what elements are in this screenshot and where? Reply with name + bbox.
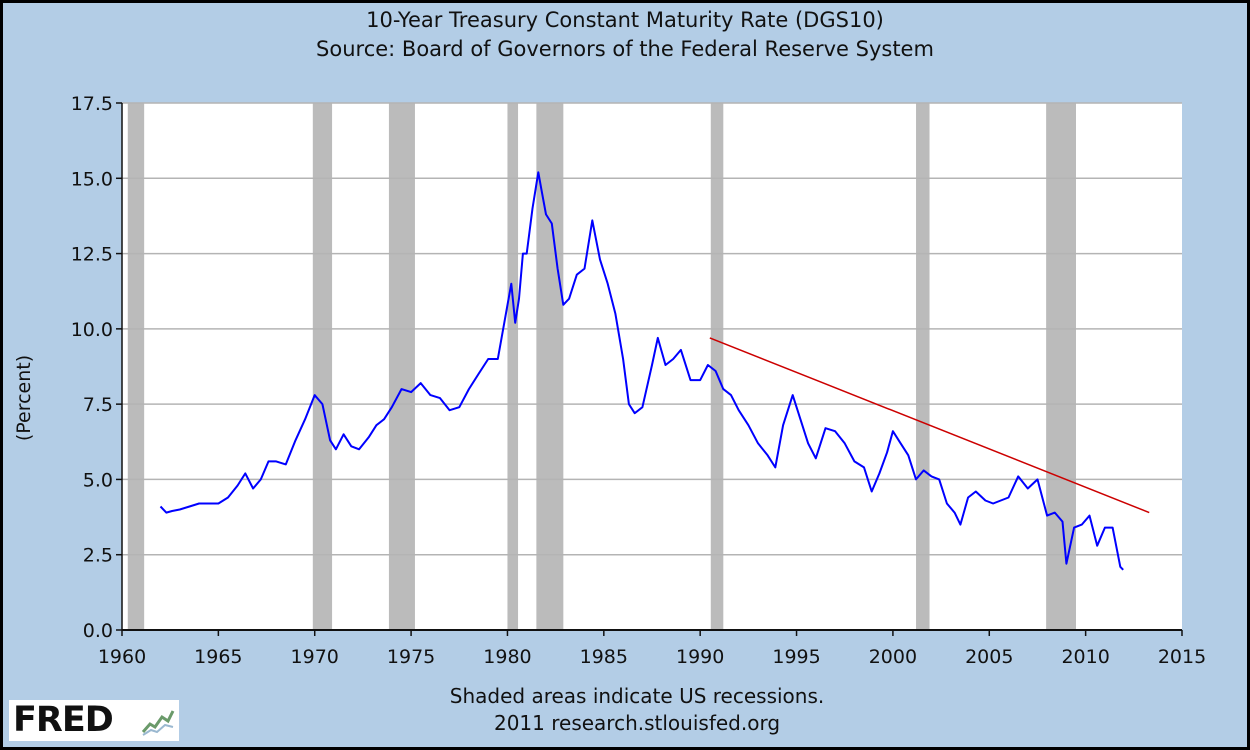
recession-band (507, 103, 519, 630)
trend-line (709, 337, 1150, 514)
x-tick-label: 1960 (98, 646, 146, 668)
recession-band (916, 103, 930, 630)
x-tick-label: 1995 (772, 646, 820, 668)
y-tick-label: 12.5 (71, 244, 113, 266)
x-tick-label: 1975 (387, 646, 435, 668)
x-tick-label: 1990 (676, 646, 724, 668)
y-tick-label: 10.0 (71, 319, 113, 341)
recession-band (1046, 103, 1076, 630)
source-url-note: 2011 research.stlouisfed.org (493, 711, 781, 735)
fred-chart-icon (141, 710, 175, 736)
recession-band (710, 103, 724, 630)
y-tick-label: 7.5 (83, 394, 113, 416)
x-tick-label: 2000 (869, 646, 917, 668)
recession-band (388, 103, 415, 630)
y-tick-label: 0.0 (83, 620, 113, 642)
x-tick-label: 2010 (1061, 646, 1109, 668)
recession-band (127, 103, 145, 630)
x-tick-label: 2015 (1158, 646, 1206, 668)
x-tick-label: 1970 (291, 646, 339, 668)
y-tick-label: 2.5 (83, 545, 113, 567)
recession-band (312, 103, 333, 630)
chart-subtitle: Source: Board of Governors of the Federa… (316, 37, 934, 61)
x-tick-label: 1985 (580, 646, 628, 668)
recession-note: Shaded areas indicate US recessions. (449, 684, 825, 708)
y-tick-label: 15.0 (71, 168, 113, 190)
fred-logo-text: FRED (13, 700, 114, 740)
x-tick-label: 2005 (965, 646, 1013, 668)
fred-logo: FRED (9, 700, 179, 741)
rate-series-line (159, 171, 1124, 571)
chart-title: 10-Year Treasury Constant Maturity Rate … (366, 8, 884, 32)
x-tick-label: 1965 (194, 646, 242, 668)
x-tick-label: 1980 (483, 646, 531, 668)
y-tick-label: 17.5 (71, 93, 113, 115)
y-tick-label: 5.0 (83, 469, 113, 491)
